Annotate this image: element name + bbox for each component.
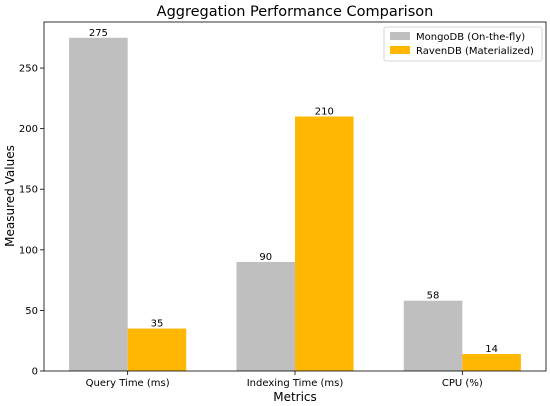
x-tick-label-0: Query Time (ms) [86, 378, 170, 389]
data-label-series-0-2: 58 [427, 291, 440, 302]
data-label-series-1-0: 35 [151, 319, 164, 330]
legend: MongoDB (On-the-fly) RavenDB (Materialize… [383, 26, 543, 62]
y-axis-label: Measured Values [3, 145, 17, 247]
bar-series-0-1 [236, 261, 295, 371]
chart-title: Aggregation Performance Comparison [157, 4, 434, 20]
bar-series-1-2 [462, 354, 521, 371]
y-tick-label-3: 150 [19, 185, 38, 196]
data-label-series-1-2: 14 [485, 344, 498, 355]
data-label-series-1-1: 210 [315, 107, 334, 118]
y-tick-label-4: 200 [19, 124, 38, 135]
x-tick-label-1: Indexing Time (ms) [247, 378, 344, 389]
bar-series-1-1 [295, 116, 354, 371]
plot-area: 275 90 58 35 210 14 0 50 100 150 200 250 Query Time … [19, 21, 547, 389]
x-tick-label-2: CPU (%) [442, 378, 483, 389]
y-tick-label-5: 250 [19, 64, 38, 75]
data-label-series-0-1: 90 [259, 252, 272, 263]
legend-box [383, 26, 543, 62]
y-tick-label-0: 0 [32, 367, 38, 378]
x-axis-label: Metrics [273, 390, 317, 404]
legend-swatch-0 [390, 32, 410, 40]
bar-series-0-0 [69, 37, 128, 371]
legend-label-0: MongoDB (On-the-fly) [416, 32, 525, 43]
legend-label-1: RavenDB (Materialized) [416, 46, 534, 57]
bar-series-1-0 [127, 328, 187, 371]
legend-swatch-1 [390, 46, 410, 54]
y-tick-label-2: 100 [19, 245, 38, 256]
data-label-series-0-0: 275 [89, 28, 108, 39]
bar-series-0-2 [403, 300, 463, 371]
y-tick-label-1: 50 [25, 306, 38, 317]
